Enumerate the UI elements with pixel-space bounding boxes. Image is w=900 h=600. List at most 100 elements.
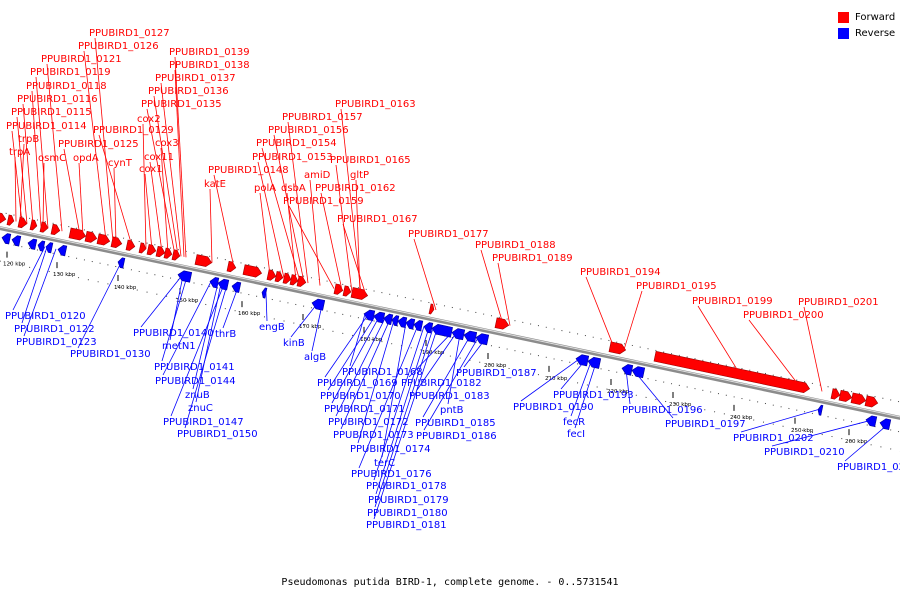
reverse-leader-14 bbox=[290, 303, 318, 338]
forward-leader-32 bbox=[340, 108, 362, 295]
forward-leader-12 bbox=[78, 162, 84, 236]
forward-leader-29 bbox=[261, 147, 301, 282]
forward-label-28: dsbA bbox=[281, 183, 306, 194]
reverse-gene-17-shape bbox=[397, 316, 408, 328]
reverse-leader-42 bbox=[771, 420, 871, 447]
forward-label-22: cox11 bbox=[144, 152, 174, 163]
forward-leader-36 bbox=[320, 192, 343, 291]
reverse-label-0: PPUBIRD1_0120 bbox=[5, 311, 86, 322]
forward-label-26: polA bbox=[254, 183, 276, 194]
reverse-leader-3 bbox=[77, 262, 122, 349]
reverse-gene-17 bbox=[397, 316, 408, 328]
reverse-label-37: fecI bbox=[567, 429, 585, 440]
reverse-gene-25 bbox=[575, 354, 590, 367]
forward-gene-20 bbox=[274, 271, 284, 283]
genome-caption: Pseudomonas putida BIRD-1, complete geno… bbox=[281, 577, 619, 588]
forward-gene-0-shape bbox=[0, 212, 7, 224]
reverse-gene-14-shape bbox=[373, 311, 386, 324]
reverse-label-28: PPUBIRD1_0181 bbox=[366, 520, 447, 531]
reverse-leader-18 bbox=[327, 315, 376, 391]
reverse-gene-23-shape bbox=[463, 330, 478, 343]
scale-label-1: 130 kbp bbox=[53, 272, 76, 278]
scale-label-7: 190 kbp bbox=[422, 350, 445, 356]
forward-gene-15-shape bbox=[171, 249, 181, 261]
reverse-leader-22 bbox=[357, 320, 395, 444]
reverse-label-33: PPUBIRD1_0186 bbox=[416, 431, 497, 442]
forward-leader-14 bbox=[98, 134, 133, 247]
forward-gene-20-shape bbox=[274, 271, 284, 283]
forward-gene-26 bbox=[350, 287, 369, 300]
reverse-leader-10 bbox=[195, 283, 222, 403]
reverse-gene-18 bbox=[405, 318, 416, 330]
reverse-label-24: PPUBIRD1_0176 bbox=[351, 469, 432, 480]
forward-leader-27 bbox=[257, 161, 285, 279]
forward-gene-8 bbox=[96, 233, 111, 246]
reverse-label-1: PPUBIRD1_0122 bbox=[14, 324, 95, 335]
forward-gene-7-shape bbox=[84, 230, 98, 243]
forward-gene-32 bbox=[838, 389, 853, 402]
reverse-gene-13-shape bbox=[363, 309, 376, 322]
reverse-label-2: PPUBIRD1_0123 bbox=[16, 337, 97, 348]
reverse-leader-15 bbox=[311, 304, 323, 352]
forward-label-7: PPUBIRD1_0114 bbox=[6, 121, 87, 132]
forward-leader-31 bbox=[287, 121, 309, 284]
reverse-label-26: PPUBIRD1_0179 bbox=[368, 495, 449, 506]
reverse-leader-1 bbox=[21, 246, 48, 324]
forward-gene-31 bbox=[830, 388, 841, 400]
reverse-label-12: PPUBIRD1_0150 bbox=[177, 429, 258, 440]
reverse-label-20: PPUBIRD1_0172 bbox=[328, 417, 409, 428]
reverse-gene-3 bbox=[37, 240, 46, 252]
reverse-leader-19 bbox=[331, 316, 380, 404]
forward-gene-8-shape bbox=[96, 233, 111, 246]
reverse-gene-14 bbox=[373, 311, 386, 324]
reverse-gene-26 bbox=[587, 356, 602, 369]
reverse-label-3: PPUBIRD1_0130 bbox=[70, 349, 151, 360]
reverse-label-16: PPUBIRD1_0168 bbox=[342, 367, 423, 378]
reverse-leader-7 bbox=[222, 287, 239, 329]
forward-label-14: PPUBIRD1_0129 bbox=[93, 125, 174, 136]
forward-gene-26-shape bbox=[350, 287, 369, 300]
forward-leader-6 bbox=[16, 116, 28, 224]
reverse-label-19: PPUBIRD1_0171 bbox=[324, 404, 405, 415]
forward-gene-28 bbox=[494, 317, 510, 330]
forward-gene-6 bbox=[68, 227, 87, 241]
reverse-leader-32 bbox=[422, 336, 471, 418]
forward-gene-12-shape bbox=[146, 244, 157, 256]
reverse-leader-13 bbox=[265, 293, 268, 322]
forward-gene-0 bbox=[0, 212, 7, 224]
reverse-label-31: pntB bbox=[440, 405, 464, 416]
reverse-label-41: PPUBIRD1_0202 bbox=[733, 433, 814, 444]
forward-gene-32-shape bbox=[838, 389, 853, 402]
forward-gene-14-shape bbox=[163, 247, 173, 259]
forward-leader-7 bbox=[11, 130, 23, 223]
forward-leader-24 bbox=[209, 188, 213, 263]
forward-label-39: PPUBIRD1_0177 bbox=[408, 229, 489, 240]
reverse-label-5: metN1 bbox=[162, 341, 196, 352]
reverse-leader-36 bbox=[570, 361, 592, 417]
forward-label-43: PPUBIRD1_0195 bbox=[636, 281, 717, 292]
reverse-gene-1 bbox=[11, 235, 22, 247]
reverse-leader-26 bbox=[375, 327, 430, 495]
reverse-swatch bbox=[838, 27, 849, 39]
scale-track-guide bbox=[0, 260, 900, 452]
forward-label-11: PPUBIRD1_0125 bbox=[58, 139, 139, 150]
forward-label-29: PPUBIRD1_0154 bbox=[256, 138, 337, 149]
forward-gene-27-shape bbox=[428, 303, 435, 315]
forward-label-35: gltP bbox=[350, 170, 369, 181]
reverse-gene-4-shape bbox=[45, 242, 54, 254]
reverse-gene-23 bbox=[463, 330, 478, 343]
forward-label-45: PPUBIRD1_0200 bbox=[743, 310, 824, 321]
reverse-label-8: PPUBIRD1_0144 bbox=[155, 376, 236, 387]
forward-label-25: PPUBIRD1_0148 bbox=[208, 165, 289, 176]
forward-gene-21 bbox=[282, 272, 292, 284]
forward-label-8: trpB bbox=[18, 134, 39, 145]
forward-label-2: PPUBIRD1_0121 bbox=[41, 54, 122, 65]
reverse-gene-13 bbox=[363, 309, 376, 322]
reverse-label-7: thrB bbox=[215, 329, 236, 340]
reverse-gene-20-shape bbox=[423, 322, 434, 334]
forward-leader-4 bbox=[31, 90, 42, 227]
reverse-gene-7-shape bbox=[177, 270, 193, 283]
forward-label-18: PPUBIRD1_0137 bbox=[155, 73, 236, 84]
forward-gene-16-shape bbox=[194, 254, 213, 267]
